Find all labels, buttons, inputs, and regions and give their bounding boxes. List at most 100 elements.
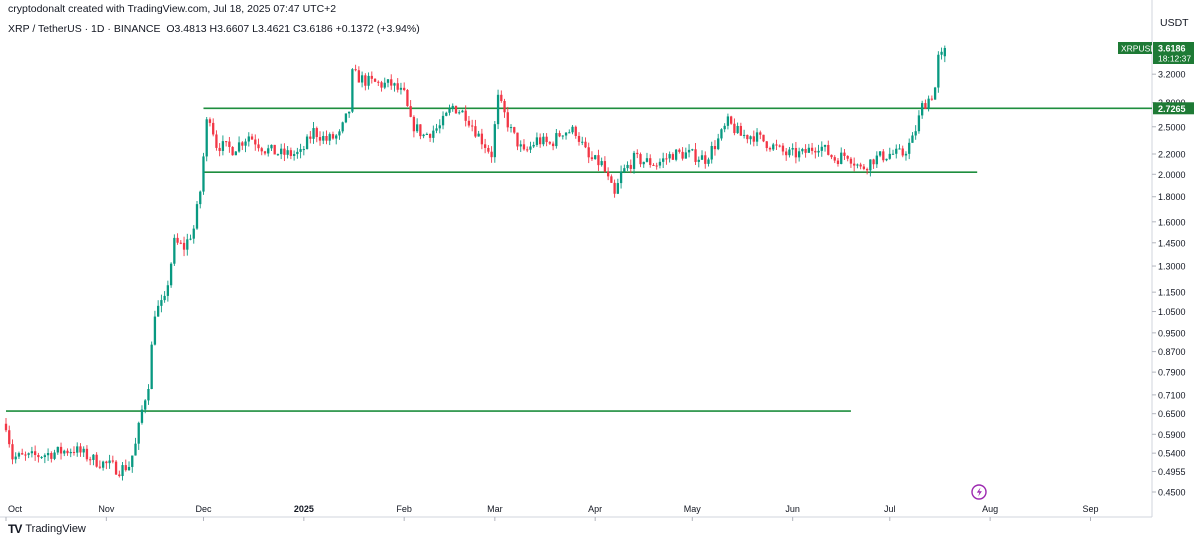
candle — [797, 147, 801, 162]
candle — [674, 148, 678, 162]
candle-body — [581, 141, 584, 143]
candle-body — [432, 130, 435, 138]
candle — [710, 141, 713, 164]
candle — [626, 161, 629, 171]
symbol-title[interactable]: XRP / TetherUS · 1D · BINANCE — [8, 23, 161, 35]
candle-body — [4, 423, 8, 431]
candle-body — [357, 70, 361, 83]
candle-body — [532, 144, 535, 147]
candle — [487, 145, 490, 154]
candle-body — [147, 388, 150, 401]
candle — [24, 451, 27, 461]
candle-body — [908, 142, 911, 154]
candle — [312, 122, 315, 144]
candle — [739, 122, 743, 136]
candle-body — [500, 94, 503, 101]
candle — [118, 470, 121, 478]
candle-body — [736, 125, 739, 134]
time-tick-label: Mar — [487, 504, 503, 514]
candle-body — [144, 400, 147, 410]
candle — [448, 104, 451, 116]
candle-body — [862, 166, 866, 169]
candle-body — [704, 155, 707, 164]
horizontal-lines[interactable] — [6, 107, 1152, 412]
candle-body — [386, 79, 390, 83]
candle — [244, 138, 247, 153]
candle — [422, 133, 425, 139]
price-tick-label: 2.5000 — [1158, 122, 1186, 132]
candle-body — [597, 155, 600, 166]
candle-body — [642, 161, 645, 165]
candle-body — [752, 136, 755, 142]
candle — [50, 451, 53, 463]
candle — [875, 151, 878, 168]
candle — [415, 118, 419, 134]
candle-body — [412, 116, 416, 132]
candle-body — [43, 455, 46, 458]
candle — [817, 144, 820, 157]
candle-body — [399, 87, 403, 90]
price-axis[interactable]: USDT3.20002.80002.50002.20002.00001.8000… — [1151, 0, 1189, 517]
candle — [933, 86, 937, 100]
candle-body — [454, 105, 458, 114]
candle — [228, 136, 231, 153]
candle-body — [140, 409, 144, 423]
candle — [53, 449, 56, 461]
candle — [435, 123, 438, 134]
lightning-icon[interactable] — [971, 484, 987, 500]
candle-body — [396, 83, 399, 90]
candle — [111, 455, 114, 464]
candle-body — [568, 132, 571, 134]
candle — [791, 143, 794, 156]
candle-body — [687, 149, 691, 153]
candle-body — [309, 136, 312, 139]
candle — [305, 134, 309, 150]
candle — [742, 129, 746, 139]
symbol-legend[interactable]: XRP / TetherUS · 1D · BINANCE O3.4813 H3… — [8, 23, 420, 35]
candle-body — [846, 155, 849, 159]
candle — [558, 130, 561, 138]
candle-body — [516, 132, 519, 147]
candle-body — [50, 453, 53, 459]
candle-body — [241, 142, 244, 146]
candle-body — [483, 144, 487, 148]
candle-body — [943, 48, 946, 57]
candle — [283, 143, 286, 162]
candle — [270, 144, 273, 151]
candle-body — [254, 139, 257, 145]
candle-body — [600, 161, 603, 166]
candle — [662, 152, 665, 168]
time-tick-label: 2025 — [294, 504, 314, 514]
candle — [500, 90, 503, 103]
candle — [814, 147, 817, 159]
candle-body — [192, 228, 195, 239]
candle-body — [46, 453, 50, 456]
candle-body — [292, 154, 296, 156]
candle — [561, 135, 564, 140]
candle — [785, 148, 788, 161]
candle-body — [759, 132, 762, 135]
candle-body — [490, 151, 493, 158]
candle — [713, 140, 717, 156]
candle — [577, 132, 581, 146]
brand-name: TradingView — [25, 523, 86, 535]
candle-body — [105, 461, 108, 464]
candle — [341, 121, 344, 134]
candle-body — [859, 164, 862, 167]
candle-body — [930, 98, 934, 100]
candle-body — [121, 465, 124, 477]
candle-body — [872, 159, 875, 165]
candle — [218, 143, 221, 157]
candle-body — [40, 457, 43, 459]
candle — [823, 144, 827, 152]
candles — [4, 45, 946, 481]
quick-action-button[interactable] — [971, 484, 987, 500]
time-axis[interactable]: Oct Nov Dec 2025 Feb Mar Apr May Jun Jul Aug Sep — [0, 504, 1152, 521]
candle-body — [843, 152, 846, 156]
candle-body — [108, 460, 111, 464]
candle-body — [173, 237, 176, 264]
candle-body — [804, 149, 807, 153]
candle — [189, 234, 192, 241]
candle-body — [95, 454, 98, 467]
